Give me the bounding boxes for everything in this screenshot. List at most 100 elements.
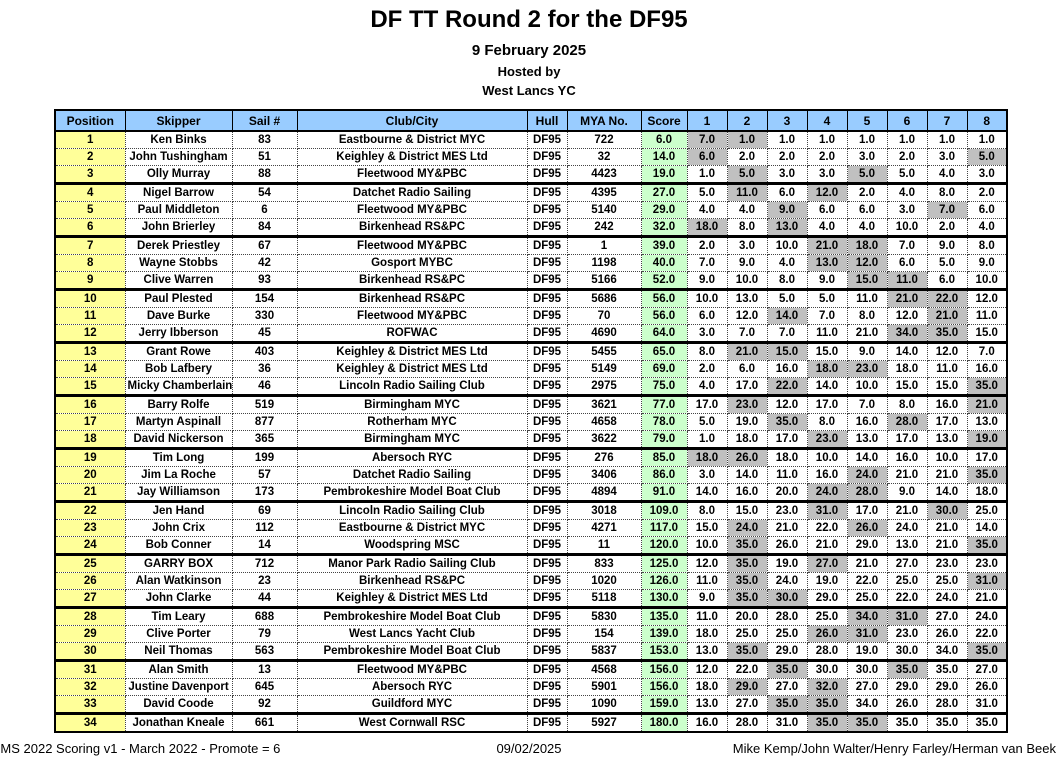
race-score-discarded: 35.0 bbox=[966, 466, 1008, 484]
race-score: 6.0 bbox=[726, 360, 768, 378]
position-cell: 25 bbox=[54, 554, 126, 573]
race-score: 24.0 bbox=[886, 519, 928, 537]
race-score: 28.0 bbox=[806, 642, 848, 662]
table-row: 5 Paul Middleton 6 Fleetwood MY&PBC DF95 5140… bbox=[54, 201, 1008, 219]
mya-number-cell: 4271 bbox=[566, 519, 642, 537]
race-score-discarded: 35.0 bbox=[726, 554, 768, 573]
sail-number-cell: 46 bbox=[231, 377, 298, 397]
race-score: 26.0 bbox=[766, 536, 808, 556]
race-score: 7.0 bbox=[686, 254, 728, 272]
race-score: 9.0 bbox=[886, 483, 928, 503]
score-cell: 130.0 bbox=[640, 589, 688, 609]
table-row: 4 Nigel Barrow 54 Datchet Radio Sailing DF95… bbox=[54, 183, 1008, 202]
race-score: 3.0 bbox=[806, 165, 848, 185]
footer-date: 09/02/2025 bbox=[496, 741, 562, 756]
score-cell: 86.0 bbox=[640, 466, 688, 484]
race-score-discarded: 22.0 bbox=[926, 289, 968, 308]
club-cell: Pembrokeshire Model Boat Club bbox=[296, 607, 528, 626]
position-cell: 5 bbox=[54, 201, 126, 219]
race-score: 35.0 bbox=[886, 713, 928, 733]
race-score: 4.0 bbox=[846, 218, 888, 238]
score-cell: 14.0 bbox=[640, 148, 688, 166]
skipper-cell: Jerry Ibberson bbox=[124, 324, 233, 344]
page-footer: HMS 2022 Scoring v1 - March 2022 - Promo… bbox=[0, 741, 1058, 761]
race-score-discarded: 9.0 bbox=[766, 201, 808, 219]
race-score: 16.0 bbox=[966, 360, 1008, 378]
race-score: 25.0 bbox=[766, 625, 808, 643]
race-score: 26.0 bbox=[886, 695, 928, 715]
race-score: 35.0 bbox=[926, 713, 968, 733]
position-cell: 18 bbox=[54, 430, 126, 450]
race-score: 4.0 bbox=[726, 201, 768, 219]
club-cell: Abersoch RYC bbox=[296, 448, 528, 467]
hull-cell: DF95 bbox=[526, 536, 568, 556]
race-score: 6.0 bbox=[886, 254, 928, 272]
race-score: 15.0 bbox=[886, 377, 928, 397]
score-cell: 117.0 bbox=[640, 519, 688, 537]
table-row: 14 Bob Lafbery 36 Keighley & District MES L… bbox=[54, 360, 1008, 378]
race-score-discarded: 35.0 bbox=[726, 642, 768, 662]
race-score-discarded: 26.0 bbox=[806, 625, 848, 643]
club-cell: Lincoln Radio Sailing Club bbox=[296, 377, 528, 397]
hull-cell: DF95 bbox=[526, 183, 568, 202]
race-score: 4.0 bbox=[686, 201, 728, 219]
race-score: 13.0 bbox=[686, 642, 728, 662]
race-score-discarded: 24.0 bbox=[806, 483, 848, 503]
mya-number-cell: 5149 bbox=[566, 360, 642, 378]
race-score: 19.0 bbox=[726, 413, 768, 431]
column-header: 8 bbox=[966, 109, 1008, 132]
race-score: 8.0 bbox=[886, 395, 928, 414]
race-score-discarded: 14.0 bbox=[766, 307, 808, 325]
race-score: 11.0 bbox=[686, 572, 728, 590]
club-cell: Fleetwood MY&PBC bbox=[296, 660, 528, 679]
mya-number-cell: 5927 bbox=[566, 713, 642, 733]
race-score-discarded: 35.0 bbox=[926, 324, 968, 344]
race-score: 14.0 bbox=[926, 483, 968, 503]
position-cell: 24 bbox=[54, 536, 126, 556]
position-cell: 14 bbox=[54, 360, 126, 378]
hull-cell: DF95 bbox=[526, 695, 568, 715]
race-score: 6.0 bbox=[926, 271, 968, 291]
race-score: 5.0 bbox=[686, 183, 728, 202]
sail-number-cell: 42 bbox=[231, 254, 298, 272]
skipper-cell: Derek Priestley bbox=[124, 236, 233, 255]
race-score: 22.0 bbox=[886, 589, 928, 609]
score-cell: 159.0 bbox=[640, 695, 688, 715]
sail-number-cell: 45 bbox=[231, 324, 298, 344]
table-row: 7 Derek Priestley 67 Fleetwood MY&PBC DF95 1 3… bbox=[54, 236, 1008, 255]
skipper-cell: Neil Thomas bbox=[124, 642, 233, 662]
race-score: 18.0 bbox=[766, 448, 808, 467]
race-score: 1.0 bbox=[886, 130, 928, 149]
event-date: 9 February 2025 bbox=[471, 42, 587, 59]
hull-cell: DF95 bbox=[526, 271, 568, 291]
race-score: 16.0 bbox=[766, 360, 808, 378]
race-score-discarded: 11.0 bbox=[886, 271, 928, 291]
column-header: 4 bbox=[806, 109, 848, 132]
scoring-system-label: HMS 2022 Scoring v1 - March 2022 - Promo… bbox=[0, 741, 281, 756]
race-score: 12.0 bbox=[766, 395, 808, 414]
race-score: 10.0 bbox=[726, 271, 768, 291]
table-header-row: Position Skipper Sail # Club/City Hull MYA No… bbox=[54, 109, 1008, 132]
race-score-discarded: 7.0 bbox=[686, 130, 728, 149]
mya-number-cell: 5140 bbox=[566, 201, 642, 219]
club-cell: Guildford MYC bbox=[296, 695, 528, 715]
hull-cell: DF95 bbox=[526, 466, 568, 484]
position-cell: 31 bbox=[54, 660, 126, 679]
race-score: 24.0 bbox=[926, 589, 968, 609]
hull-cell: DF95 bbox=[526, 201, 568, 219]
mya-number-cell: 5837 bbox=[566, 642, 642, 662]
hull-cell: DF95 bbox=[526, 289, 568, 308]
race-score: 7.0 bbox=[886, 236, 928, 255]
score-cell: 19.0 bbox=[640, 165, 688, 185]
race-score: 15.0 bbox=[926, 377, 968, 397]
club-cell: Abersoch RYC bbox=[296, 678, 528, 696]
race-score-discarded: 31.0 bbox=[886, 607, 928, 626]
position-cell: 6 bbox=[54, 218, 126, 238]
skipper-cell: Alan Smith bbox=[124, 660, 233, 679]
race-score: 26.0 bbox=[966, 678, 1008, 696]
race-score: 11.0 bbox=[846, 289, 888, 308]
score-cell: 156.0 bbox=[640, 660, 688, 679]
hull-cell: DF95 bbox=[526, 360, 568, 378]
sail-number-cell: 365 bbox=[231, 430, 298, 450]
column-header: 3 bbox=[766, 109, 808, 132]
